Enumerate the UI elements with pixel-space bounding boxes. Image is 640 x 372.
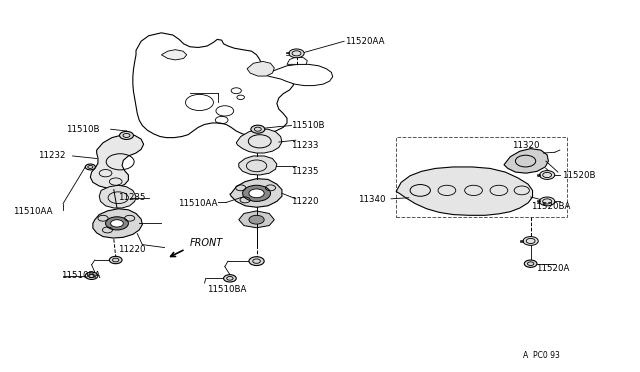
Text: 11340: 11340 (358, 195, 385, 205)
Circle shape (85, 164, 95, 170)
Polygon shape (239, 156, 277, 175)
Text: 11520B: 11520B (563, 170, 596, 180)
Circle shape (223, 275, 236, 282)
Text: 11510AA: 11510AA (13, 207, 52, 216)
Text: 11320: 11320 (511, 141, 539, 150)
Polygon shape (504, 149, 548, 173)
Polygon shape (99, 185, 136, 208)
Text: 11510BA: 11510BA (61, 271, 100, 280)
Text: 11235: 11235 (118, 193, 146, 202)
Text: 11510AA: 11510AA (178, 199, 217, 208)
Text: FRONT: FRONT (190, 238, 223, 247)
Circle shape (106, 217, 129, 230)
Circle shape (111, 220, 124, 227)
Text: 11510B: 11510B (66, 125, 100, 134)
Circle shape (120, 131, 134, 140)
Circle shape (249, 189, 264, 198)
Circle shape (540, 197, 555, 206)
Circle shape (289, 49, 304, 58)
Bar (396, 137, 568, 217)
Polygon shape (90, 135, 143, 188)
Text: 11520BA: 11520BA (531, 202, 570, 211)
Text: 11220: 11220 (118, 244, 146, 254)
Polygon shape (239, 211, 275, 228)
Polygon shape (161, 50, 187, 60)
Circle shape (524, 260, 537, 267)
Polygon shape (264, 64, 333, 86)
Polygon shape (236, 129, 282, 153)
Polygon shape (396, 167, 532, 215)
Text: 11510BA: 11510BA (207, 285, 246, 294)
Text: 11235: 11235 (291, 167, 319, 176)
Text: 11232: 11232 (38, 151, 65, 160)
Text: 11220: 11220 (291, 197, 319, 206)
Polygon shape (133, 33, 293, 138)
Polygon shape (93, 209, 142, 238)
Circle shape (523, 237, 538, 246)
Text: A  PC0 93: A PC0 93 (523, 351, 560, 360)
Polygon shape (230, 179, 282, 207)
Circle shape (251, 125, 265, 133)
Text: 11233: 11233 (291, 141, 319, 150)
Polygon shape (247, 61, 275, 76)
Circle shape (243, 185, 271, 201)
Text: 11510B: 11510B (291, 121, 325, 130)
Text: 11520A: 11520A (536, 264, 569, 273)
Circle shape (109, 256, 122, 264)
Circle shape (85, 272, 98, 279)
Circle shape (249, 257, 264, 266)
Polygon shape (287, 57, 307, 64)
Circle shape (249, 215, 264, 224)
Circle shape (540, 171, 555, 179)
Text: 11520AA: 11520AA (346, 37, 385, 46)
